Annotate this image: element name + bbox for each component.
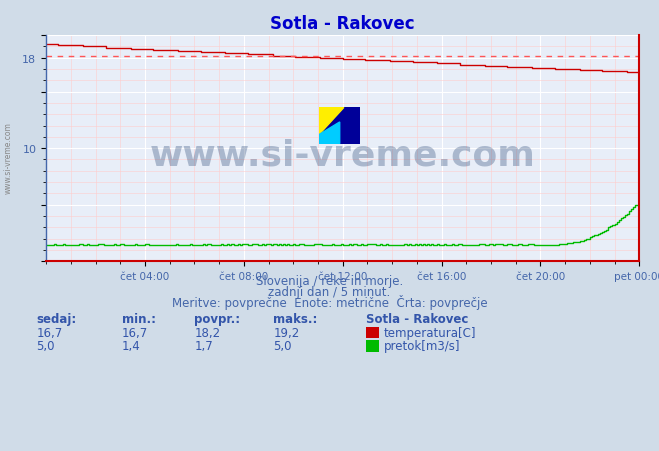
Text: 16,7: 16,7 (122, 326, 148, 339)
Text: zadnji dan / 5 minut.: zadnji dan / 5 minut. (268, 285, 391, 299)
Text: pretok[m3/s]: pretok[m3/s] (384, 340, 460, 353)
Text: Meritve: povprečne  Enote: metrične  Črta: povprečje: Meritve: povprečne Enote: metrične Črta:… (172, 295, 487, 310)
Text: temperatura[C]: temperatura[C] (384, 326, 476, 339)
Text: 5,0: 5,0 (273, 340, 292, 353)
Title: Sotla - Rakovec: Sotla - Rakovec (270, 15, 415, 33)
Text: Sotla - Rakovec: Sotla - Rakovec (366, 313, 468, 326)
Text: Slovenija / reke in morje.: Slovenija / reke in morje. (256, 274, 403, 287)
Text: 19,2: 19,2 (273, 326, 300, 339)
Text: www.si-vreme.com: www.si-vreme.com (3, 122, 13, 194)
Text: povpr.:: povpr.: (194, 313, 241, 326)
Text: 5,0: 5,0 (36, 340, 55, 353)
Text: www.si-vreme.com: www.si-vreme.com (150, 138, 536, 173)
Text: min.:: min.: (122, 313, 156, 326)
Text: 16,7: 16,7 (36, 326, 63, 339)
Text: maks.:: maks.: (273, 313, 318, 326)
Text: 18,2: 18,2 (194, 326, 221, 339)
Text: sedaj:: sedaj: (36, 313, 76, 326)
Text: 1,4: 1,4 (122, 340, 140, 353)
Text: 1,7: 1,7 (194, 340, 213, 353)
